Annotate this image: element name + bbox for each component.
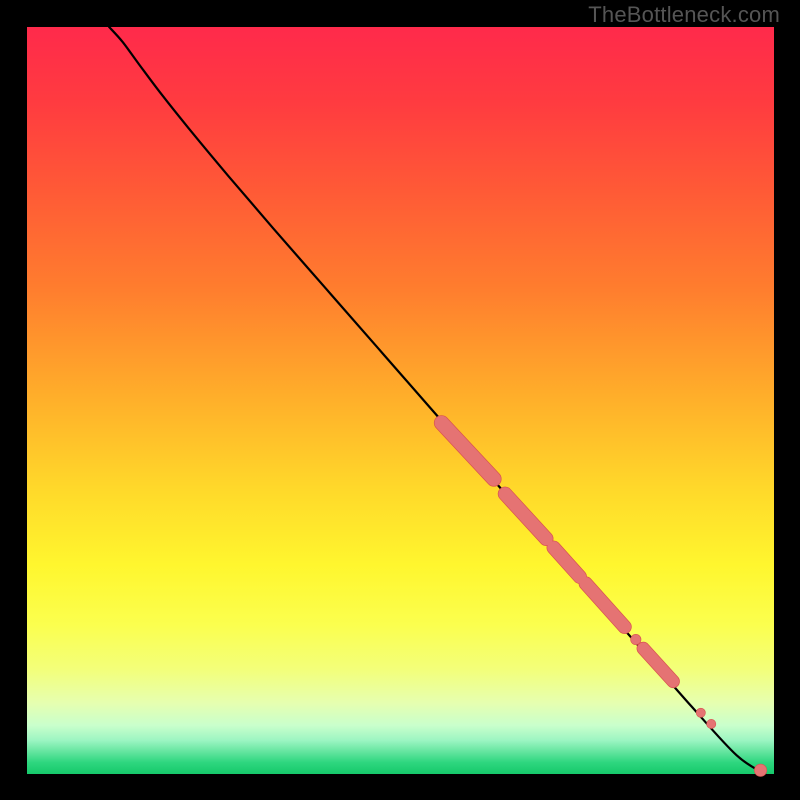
marker-dot: [707, 719, 716, 728]
marker-dot: [631, 634, 641, 644]
watermark-text: TheBottleneck.com: [588, 2, 780, 28]
chart-svg: [0, 0, 800, 800]
marker-dot: [754, 764, 766, 776]
marker-dot: [696, 708, 705, 717]
chart-root: TheBottleneck.com: [0, 0, 800, 800]
